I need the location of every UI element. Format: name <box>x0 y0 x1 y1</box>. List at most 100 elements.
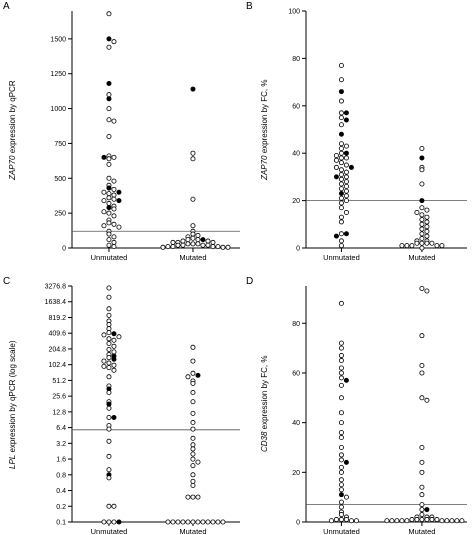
y-tick-label: 1000 <box>50 106 66 113</box>
y-tick-label: 819.2 <box>48 315 66 322</box>
data-point-open <box>106 231 112 237</box>
x-tick-label: Unmutated <box>323 253 360 262</box>
data-point-open <box>333 153 339 159</box>
data-point-open <box>106 405 112 411</box>
y-tick-label: 80 <box>292 321 300 328</box>
data-point-filled <box>343 459 349 465</box>
data-point-open <box>419 236 425 242</box>
y-tick-label: 1250 <box>50 71 66 78</box>
data-point-open <box>190 410 196 416</box>
data-point-open <box>111 186 117 192</box>
data-point-open <box>200 519 206 525</box>
data-point-open <box>424 397 430 403</box>
data-point-open <box>215 244 221 250</box>
data-point-open <box>343 193 349 199</box>
data-point-open <box>338 181 344 187</box>
data-point-filled <box>101 154 107 160</box>
data-point-open <box>111 337 117 343</box>
data-point-filled <box>195 372 201 378</box>
data-point-open <box>419 362 425 368</box>
y-tick-label: 0 <box>62 246 66 253</box>
panel-letter: C <box>3 276 11 287</box>
data-point-open <box>419 181 425 187</box>
data-point-open <box>185 519 191 525</box>
data-point-open <box>343 494 349 500</box>
data-point-open <box>343 162 349 168</box>
x-tick-label: Unmutated <box>91 253 128 262</box>
data-point-open <box>111 39 117 45</box>
data-point-open <box>338 98 344 104</box>
data-point-open <box>210 519 216 525</box>
data-point-open <box>190 156 196 162</box>
data-point-open <box>424 228 430 234</box>
data-point-open <box>338 238 344 244</box>
data-point-open <box>338 300 344 306</box>
data-point-open <box>185 237 191 243</box>
data-point-open <box>419 459 425 465</box>
data-point-open <box>170 244 176 250</box>
data-point-open <box>116 224 122 230</box>
data-point-open <box>106 475 112 481</box>
data-point-open <box>111 343 117 349</box>
data-point-open <box>195 232 201 238</box>
data-point-open <box>111 239 117 245</box>
data-point-open <box>343 188 349 194</box>
data-point-open <box>338 77 344 83</box>
data-point-open <box>419 231 425 237</box>
data-point-open <box>101 363 107 369</box>
data-point-open <box>404 243 410 249</box>
data-point-open <box>106 200 112 206</box>
data-point-open <box>419 240 425 246</box>
data-point-open <box>200 242 206 248</box>
data-point-open <box>424 207 430 213</box>
data-point-open <box>106 322 112 328</box>
data-point-open <box>111 213 117 219</box>
data-point-open <box>190 223 196 229</box>
data-point-filled <box>106 36 112 42</box>
data-point-open <box>190 442 196 448</box>
x-tick-label: Mutated <box>408 253 435 262</box>
y-tick-label: 0 <box>296 246 300 253</box>
data-point-open <box>419 221 425 227</box>
y-tick-label: 20 <box>292 198 300 205</box>
data-point-open <box>419 226 425 232</box>
data-point-open <box>195 241 201 247</box>
data-point-open <box>190 482 196 488</box>
data-point-open <box>106 237 112 243</box>
data-point-filled <box>111 414 117 420</box>
data-point-open <box>106 365 112 371</box>
y-tick-label: 1638.4 <box>45 299 67 306</box>
data-point-open <box>190 478 196 484</box>
data-point-filled <box>111 356 117 362</box>
data-point-open <box>106 195 112 201</box>
data-point-open <box>338 457 344 463</box>
data-point-open <box>338 464 344 470</box>
data-point-open <box>190 399 196 405</box>
data-point-open <box>338 499 344 505</box>
data-point-open <box>389 518 395 524</box>
data-point-filled <box>338 190 344 196</box>
panel-letter: D <box>246 276 254 287</box>
data-point-open <box>106 106 112 112</box>
y-tick-label: 0.4 <box>56 488 66 495</box>
data-point-open <box>338 243 344 249</box>
data-point-open <box>399 518 405 524</box>
data-point-open <box>220 519 226 525</box>
data-point-open <box>190 231 196 237</box>
data-point-open <box>106 467 112 473</box>
data-point-open <box>106 294 112 300</box>
data-point-open <box>409 243 415 249</box>
data-point-open <box>106 341 112 347</box>
data-point-open <box>343 179 349 185</box>
data-point-open <box>106 133 112 139</box>
data-point-open <box>454 518 460 524</box>
data-point-open <box>424 288 430 294</box>
data-point-open <box>190 451 196 457</box>
data-point-open <box>338 110 344 116</box>
data-point-open <box>195 519 201 525</box>
y-tick-label: 0.8 <box>56 472 66 479</box>
data-point-open <box>419 512 425 518</box>
data-point-open <box>338 430 344 436</box>
data-point-open <box>101 223 107 229</box>
data-point-open <box>338 504 344 510</box>
